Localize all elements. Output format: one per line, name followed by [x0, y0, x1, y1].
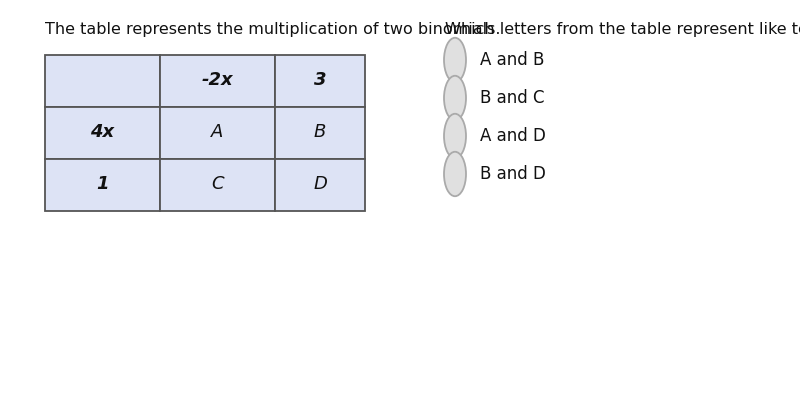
- Bar: [275, 107, 365, 159]
- Text: 3: 3: [314, 71, 326, 89]
- Bar: [275, 55, 365, 107]
- Text: -2x: -2x: [202, 71, 234, 89]
- Ellipse shape: [444, 38, 466, 82]
- Text: 4x: 4x: [90, 123, 114, 141]
- Ellipse shape: [444, 152, 466, 196]
- Bar: [45, 159, 160, 211]
- Bar: [160, 107, 275, 159]
- Bar: [160, 55, 275, 107]
- Bar: [160, 159, 275, 211]
- Bar: [45, 55, 160, 107]
- Ellipse shape: [444, 114, 466, 158]
- Text: B: B: [314, 123, 326, 141]
- Text: Which letters from the table represent like terms?: Which letters from the table represent l…: [445, 22, 800, 37]
- Text: B and C: B and C: [480, 89, 545, 107]
- Ellipse shape: [444, 76, 466, 120]
- Text: 1: 1: [96, 175, 109, 193]
- Text: C: C: [211, 175, 224, 193]
- Bar: [45, 107, 160, 159]
- Text: A and D: A and D: [480, 127, 546, 145]
- Bar: [275, 159, 365, 211]
- Text: B and D: B and D: [480, 165, 546, 183]
- Text: A: A: [211, 123, 224, 141]
- Text: The table represents the multiplication of two binomials.: The table represents the multiplication …: [45, 22, 501, 37]
- Text: A and B: A and B: [480, 51, 544, 69]
- Text: D: D: [313, 175, 327, 193]
